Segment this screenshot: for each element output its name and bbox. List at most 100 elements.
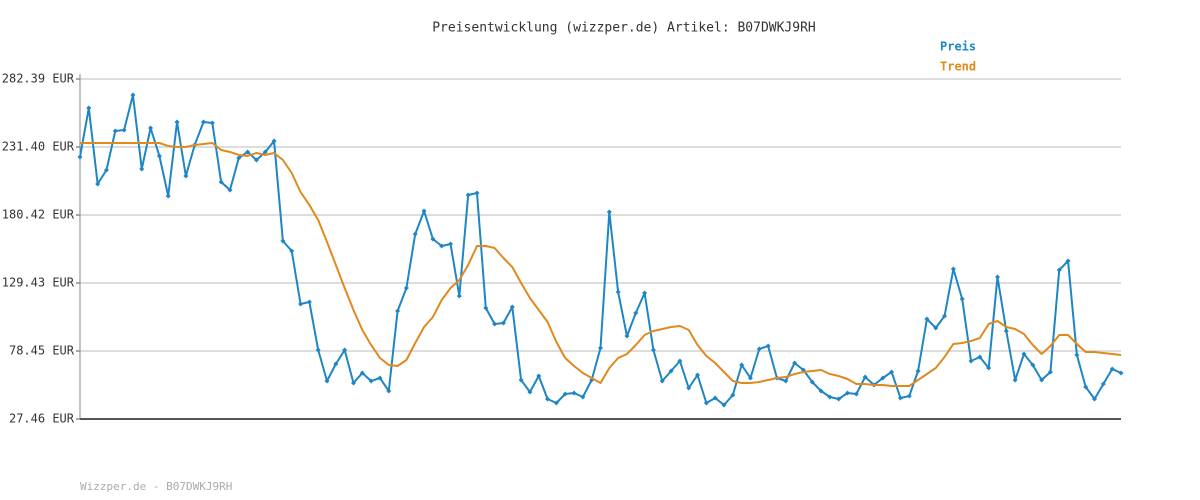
- footer: Wizzper.de - B07DWKJ9RH: [80, 480, 232, 493]
- data-point: [403, 285, 409, 291]
- data-point: [783, 378, 789, 384]
- data-point: [456, 293, 462, 299]
- data-point: [721, 402, 727, 408]
- series-line: [79, 93, 1122, 406]
- data-point: [209, 120, 215, 126]
- data-point: [1047, 369, 1053, 375]
- data-point: [880, 375, 886, 381]
- data-point: [792, 360, 798, 366]
- data-point: [906, 393, 912, 399]
- data-point: [1021, 351, 1027, 357]
- legend-label: Trend: [940, 60, 976, 74]
- data-point: [121, 127, 127, 133]
- data-point: [836, 396, 842, 402]
- data-point: [165, 193, 171, 199]
- data-point: [218, 179, 224, 185]
- data-point: [703, 400, 709, 406]
- data-point: [86, 105, 92, 111]
- data-point: [1074, 352, 1080, 358]
- data-point: [606, 209, 612, 215]
- data-point: [924, 316, 930, 322]
- data-point: [298, 301, 304, 307]
- data-point: [465, 192, 471, 198]
- data-point: [677, 358, 683, 364]
- data-point: [915, 368, 921, 374]
- data-point: [756, 346, 762, 352]
- data-point: [112, 128, 118, 134]
- data-point: [889, 369, 895, 375]
- y-tick-label: 27.46 EUR: [9, 412, 75, 426]
- data-point: [818, 388, 824, 394]
- data-point: [642, 290, 648, 296]
- data-point: [624, 333, 630, 339]
- data-point: [201, 119, 207, 125]
- data-point: [103, 167, 109, 173]
- data-point: [253, 157, 259, 163]
- data-point: [897, 395, 903, 401]
- data-point: [271, 138, 277, 144]
- data-point: [827, 394, 833, 400]
- data-point: [1092, 396, 1098, 402]
- data-point: [950, 266, 956, 272]
- data-point: [412, 231, 418, 237]
- data-point: [315, 347, 321, 353]
- y-tick-label: 282.39 EUR: [2, 72, 75, 86]
- data-point: [183, 173, 189, 179]
- data-point: [942, 313, 948, 319]
- data-point: [615, 289, 621, 295]
- y-tick-label: 231.40 EUR: [2, 140, 75, 154]
- data-point: [712, 395, 718, 401]
- data-point: [994, 274, 1000, 280]
- data-point: [527, 389, 533, 395]
- data-point: [289, 248, 295, 254]
- data-point: [1100, 381, 1106, 387]
- data-point: [1003, 328, 1009, 334]
- data-point: [130, 92, 136, 98]
- data-point: [377, 375, 383, 381]
- data-point: [545, 396, 551, 402]
- data-point: [492, 321, 498, 327]
- data-point: [430, 236, 436, 242]
- data-point: [439, 243, 445, 249]
- data-point: [809, 379, 815, 385]
- data-point: [633, 310, 639, 316]
- data-point: [148, 125, 154, 131]
- data-point: [350, 380, 356, 386]
- data-point: [1118, 370, 1124, 376]
- chart-title: Preisentwicklung (wizzper.de) Artikel: B…: [432, 21, 816, 36]
- data-point: [386, 388, 392, 394]
- data-point: [598, 345, 603, 351]
- data-point: [448, 241, 454, 247]
- data-point: [862, 374, 868, 380]
- data-point: [845, 390, 851, 396]
- data-point: [395, 308, 401, 314]
- data-point: [333, 361, 339, 367]
- data-point: [156, 153, 162, 159]
- data-point: [280, 238, 286, 244]
- data-point: [730, 392, 736, 398]
- data-point: [1083, 384, 1089, 390]
- data-point: [553, 400, 559, 406]
- data-point: [659, 378, 665, 384]
- data-point: [536, 373, 542, 379]
- y-tick-label: 78.45 EUR: [9, 343, 75, 357]
- data-point: [359, 370, 365, 376]
- data-point: [747, 375, 753, 381]
- data-point: [368, 378, 374, 384]
- data-point: [474, 190, 480, 196]
- data-point: [77, 154, 83, 160]
- data-point: [1109, 366, 1115, 372]
- data-point: [262, 149, 268, 155]
- data-point: [765, 343, 771, 349]
- data-point: [509, 304, 515, 310]
- series-line: [80, 142, 1122, 387]
- data-point: [342, 347, 348, 353]
- data-point: [139, 166, 145, 172]
- data-point: [933, 325, 939, 331]
- data-point: [562, 391, 568, 397]
- data-point: [1030, 362, 1036, 368]
- data-point: [650, 347, 656, 353]
- data-point: [571, 390, 577, 396]
